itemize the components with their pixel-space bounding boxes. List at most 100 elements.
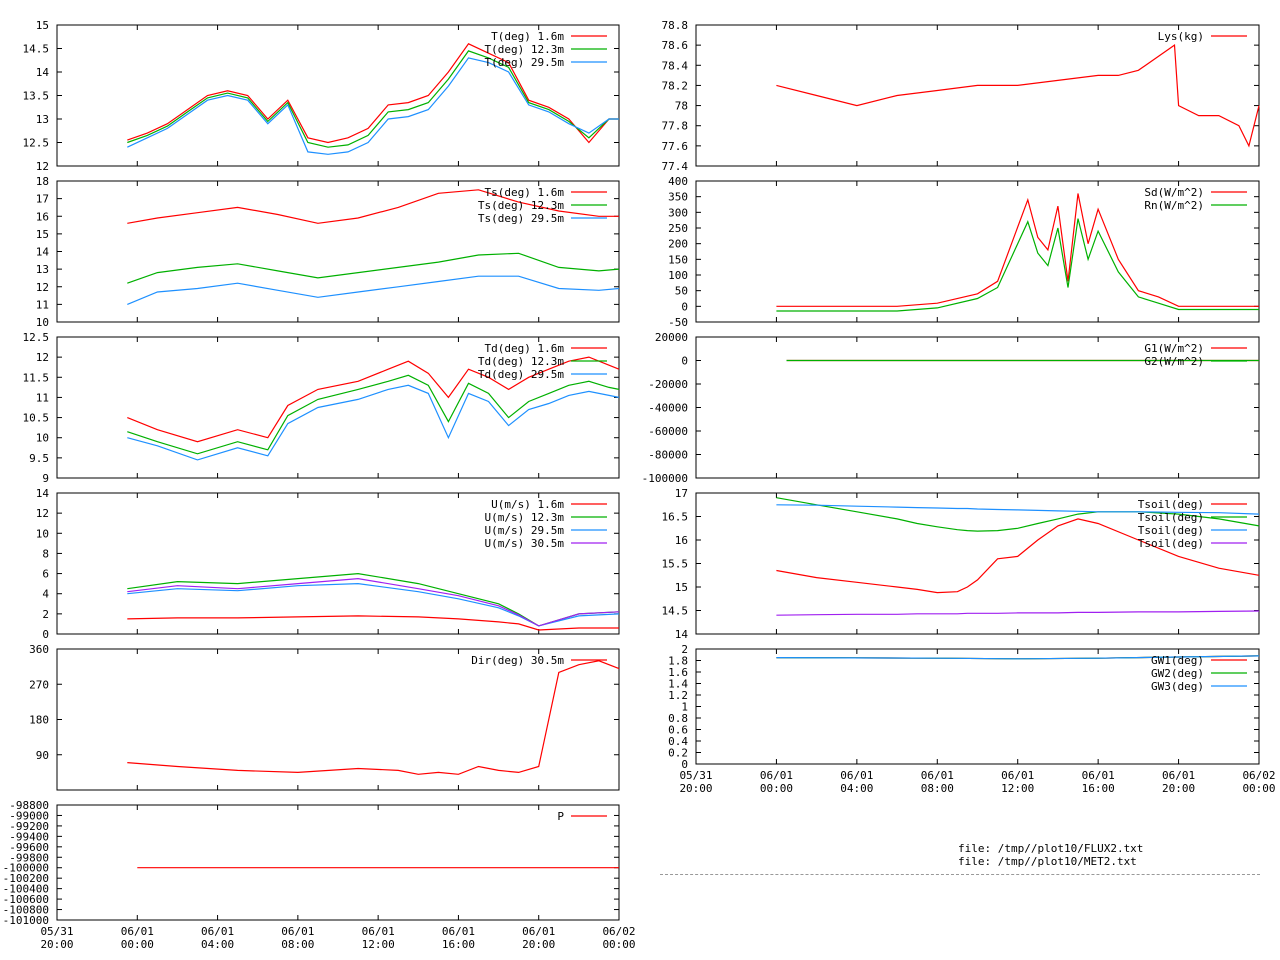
- legend-label: G1(W/m^2): [1144, 342, 1204, 355]
- chart-lysimeter: 78.8 78.6 78.4 78.2 78 77.8 77.6 77.4 Lys(kg): [662, 19, 1260, 173]
- x-tick-label: 06/01: [1001, 769, 1034, 782]
- y-tick-label: 10.5: [23, 412, 50, 425]
- y-tick-label: 1.8: [668, 655, 688, 668]
- legend-label: GW2(deg): [1151, 667, 1204, 680]
- series-line: [776, 610, 1260, 616]
- y-tick-label: 12: [36, 281, 49, 294]
- y-tick-label: -50: [668, 316, 688, 329]
- series-line: [776, 504, 1260, 515]
- legend-label: Lys(kg): [1158, 30, 1204, 43]
- x-tick-label: 12:00: [1001, 782, 1034, 795]
- y-tick-label: 90: [36, 749, 49, 762]
- series-line: [127, 577, 620, 627]
- y-tick-label: 14.5: [662, 605, 689, 618]
- legend-label: Ts(deg) 1.6m: [485, 186, 565, 199]
- x-tick-label: 06/01: [1082, 769, 1115, 782]
- y-tick-label: 16: [675, 534, 688, 547]
- y-tick-label: 11.5: [23, 371, 50, 384]
- chart-pressure: -101000-100800-100600-100400-100200-1000…: [3, 799, 636, 951]
- legend-label: Td(deg) 1.6m: [485, 342, 565, 355]
- legend-label: U(m/s) 1.6m: [491, 498, 564, 511]
- y-tick-label: 77.4: [662, 160, 689, 173]
- y-tick-label: -101000: [3, 914, 49, 927]
- chart-wind-direction: 360 270 180 90 Dir(deg) 30.5m: [29, 643, 620, 791]
- y-tick-label: -40000: [648, 402, 688, 415]
- y-tick-label: 16: [36, 210, 49, 223]
- legend-label: GW3(deg): [1151, 680, 1204, 693]
- plot-frame: [695, 24, 1260, 167]
- x-tick-label: 06/01: [201, 925, 234, 938]
- y-tick-label: 1: [681, 701, 688, 714]
- x-tick-label: 06/01: [760, 769, 793, 782]
- y-tick-label: 9.5: [29, 452, 49, 465]
- y-tick-label: -20000: [648, 378, 688, 391]
- series-line: [127, 582, 620, 627]
- legend-label: Ts(deg) 29.5m: [478, 212, 564, 225]
- y-tick-label: 13: [36, 263, 49, 276]
- y-tick-label: 0: [681, 758, 688, 771]
- chart-radiation: 400 350 300 250 200 150 100 50 0 -50 Sd(W/m^2)Rn(W…: [668, 175, 1260, 329]
- y-tick-label: 300: [668, 206, 688, 219]
- y-tick-label: 1.4: [668, 678, 688, 691]
- legend-label: GW1(deg): [1151, 654, 1204, 667]
- x-tick-label: 05/31: [40, 925, 73, 938]
- y-tick-label: 12.5: [23, 331, 50, 344]
- y-tick-label: 0: [42, 628, 49, 641]
- y-tick-label: -99000: [9, 809, 49, 822]
- x-tick-label: 12:00: [362, 938, 395, 951]
- y-tick-label: 200: [668, 238, 688, 251]
- y-tick-label: 2: [42, 608, 49, 621]
- y-tick-label: 14: [36, 246, 50, 259]
- series-line: [127, 275, 620, 305]
- y-tick-label: 17: [675, 487, 688, 500]
- y-tick-label: 10: [36, 316, 49, 329]
- series-line: [776, 44, 1260, 148]
- plot-frame: [56, 804, 620, 921]
- y-tick-label: 8: [42, 547, 49, 560]
- series-line: [127, 356, 620, 443]
- y-tick-label: -99400: [9, 830, 49, 843]
- x-tick-label: 06/01: [121, 925, 154, 938]
- y-tick-label: -80000: [648, 449, 688, 462]
- legend-label: G2(W/m^2): [1144, 355, 1204, 368]
- y-tick-label: 13.5: [23, 90, 50, 103]
- y-tick-label: 77.8: [662, 120, 689, 133]
- y-tick-label: 13: [36, 113, 49, 126]
- y-tick-label: 78.8: [662, 19, 689, 32]
- x-tick-label: 06/02: [1242, 769, 1275, 782]
- legend-label: T(deg) 29.5m: [485, 56, 565, 69]
- plot-frame: [695, 180, 1260, 323]
- series-line: [127, 189, 619, 224]
- series-line: [127, 615, 619, 631]
- x-tick-label: 20:00: [679, 782, 712, 795]
- y-tick-label: -100000: [3, 862, 49, 875]
- plot-frame: [56, 648, 620, 791]
- y-tick-label: 50: [675, 285, 688, 298]
- file-label-flux: file: /tmp//plot10/FLUX2.txt: [958, 842, 1144, 855]
- y-tick-label: 0: [681, 355, 688, 368]
- legend-label: T(deg) 1.6m: [491, 30, 564, 43]
- y-tick-label: 10: [36, 527, 49, 540]
- y-tick-label: 14: [36, 487, 50, 500]
- y-tick-label: -100200: [3, 872, 49, 885]
- y-tick-label: 6: [42, 568, 49, 581]
- series-line: [776, 218, 1259, 312]
- x-tick-label: 06/01: [442, 925, 475, 938]
- y-tick-label: 0.4: [668, 735, 688, 748]
- series-line: [776, 193, 1259, 307]
- legend-label: Tsoil(deg): [1138, 537, 1204, 550]
- legend-label: Dir(deg) 30.5m: [471, 654, 564, 667]
- y-tick-label: -99600: [9, 841, 49, 854]
- x-tick-label: 05/31: [679, 769, 712, 782]
- series-line: [127, 43, 619, 144]
- series-line: [127, 252, 620, 284]
- legend-label: U(m/s) 12.3m: [485, 511, 565, 524]
- x-tick-label: 00:00: [1242, 782, 1275, 795]
- x-tick-label: 04:00: [201, 938, 234, 951]
- y-tick-label: -100600: [3, 893, 49, 906]
- y-tick-label: 77.6: [662, 140, 689, 153]
- legend-label: T(deg) 12.3m: [485, 43, 565, 56]
- y-tick-label: 0.6: [668, 724, 688, 737]
- y-tick-label: -99800: [9, 851, 49, 864]
